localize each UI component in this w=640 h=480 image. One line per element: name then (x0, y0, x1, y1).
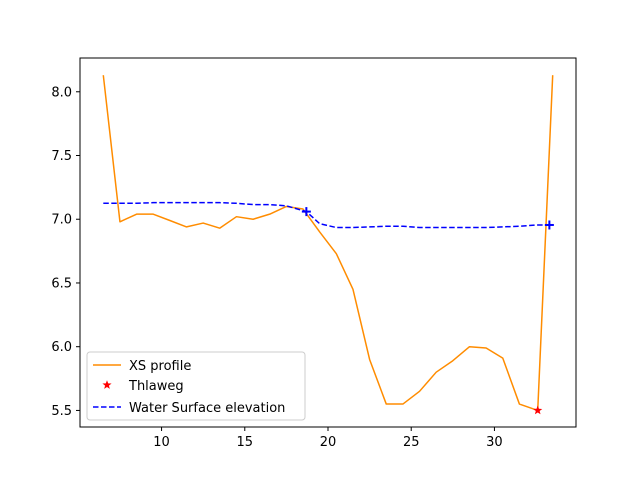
y-tick-label: 5.5 (51, 404, 72, 419)
series-line-xs-profile (102, 75, 554, 412)
plot-frame (79, 57, 577, 428)
thlaweg-point-marker (533, 405, 543, 415)
y-tick-label: 7.5 (51, 149, 72, 164)
tick-layer: 10 15 20 25 30 5.5 6.0 6.5 7.0 7.5 8.0 (51, 85, 502, 450)
water-surface-endpoint-marker (544, 220, 554, 230)
y-tick-label: 6.0 (51, 340, 72, 355)
legend-box (86, 351, 306, 421)
legend-swatch-thlaweg (102, 380, 112, 389)
y-tick-label: 8.0 (51, 85, 72, 100)
x-tick-label: 10 (153, 435, 170, 450)
legend-label-thlaweg: Thlaweg (128, 379, 184, 394)
series-layer (102, 75, 554, 415)
y-tick-label: 6.5 (51, 276, 72, 291)
series-line-water-surface-elevation (103, 201, 550, 229)
x-tick-label: 20 (320, 435, 337, 450)
x-tick-label: 25 (403, 435, 420, 450)
water-surface-endpoint-marker (301, 207, 311, 217)
y-tick-label: 7.0 (51, 213, 72, 228)
x-tick-label: 30 (486, 435, 503, 450)
x-tick-label: 15 (237, 435, 254, 450)
legend-label-water-surface: Water Surface elevation (129, 401, 285, 416)
legend-label-xs-profile: XS profile (129, 359, 191, 374)
legend: XS profile Thlaweg Water Surface elevati… (86, 351, 306, 421)
